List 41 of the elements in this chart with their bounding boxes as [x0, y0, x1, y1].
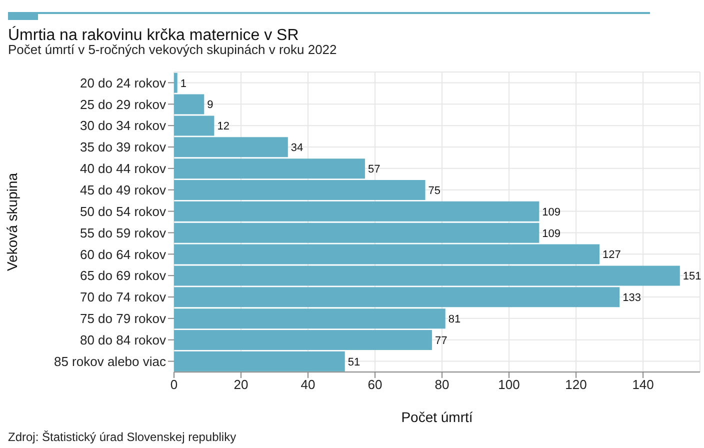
- data-label: 9: [207, 99, 214, 112]
- y-tick-label: 55 do 59 rokov: [80, 225, 166, 240]
- x-tick-label: 140: [632, 377, 654, 392]
- y-tick-label: 25 do 29 rokov: [80, 96, 166, 112]
- data-label: 51: [348, 356, 360, 368]
- x-tick-label: 80: [434, 377, 450, 392]
- data-label: 127: [602, 249, 621, 262]
- data-label: 1: [180, 78, 186, 90]
- y-tick-label: 60 do 64 rokov: [80, 246, 166, 262]
- data-label: 133: [622, 292, 641, 304]
- y-tick-label: 40 do 44 rokov: [80, 161, 166, 176]
- x-tick-label: 0: [170, 377, 178, 392]
- data-label: 81: [448, 313, 461, 326]
- y-tick-label: 20 do 24 rokov: [80, 75, 166, 90]
- y-tick-label: 70 do 74 rokov: [80, 290, 166, 305]
- x-tick-label: 120: [565, 377, 587, 392]
- data-label: 109: [542, 228, 561, 240]
- y-tick-label: 65 do 69 rokov: [80, 268, 166, 284]
- y-tick-label: 50 do 54 rokov: [80, 204, 166, 219]
- data-label: 75: [428, 184, 441, 197]
- y-tick-label: 45 do 49 rokov: [80, 182, 166, 198]
- x-tick-label: 100: [498, 377, 520, 392]
- y-tick-label: 35 do 39 rokov: [80, 140, 166, 155]
- data-label: 34: [290, 142, 304, 154]
- x-tick-label: 40: [300, 377, 316, 392]
- y-axis-title: Veková skupina: [4, 172, 20, 272]
- data-label: 12: [217, 120, 230, 133]
- y-tick-label: 75 do 79 rokov: [80, 311, 166, 326]
- x-tick-label: 60: [368, 377, 382, 392]
- chart-title: Úmrtia na rakovinu krčka maternice v SR: [8, 27, 299, 44]
- y-tick-label: 85 rokov alebo viac: [54, 354, 166, 369]
- chart-subtitle: Počet úmrtí v 5-ročných vekových skupinách v roku 2022: [8, 42, 337, 57]
- y-tick-label: 30 do 34 rokov: [80, 118, 166, 134]
- data-label: 77: [434, 334, 448, 347]
- text: Zdroj: Štatistický úrad Slovenskej republiky: [8, 430, 236, 444]
- y-tick-label: 80 do 84 rokov: [80, 332, 166, 348]
- x-axis-title: Počet úmrtí: [401, 409, 473, 425]
- data-label: 109: [542, 206, 561, 218]
- data-label: 57: [368, 163, 380, 176]
- x-tick-label: 20: [234, 377, 248, 392]
- data-label: 151: [682, 270, 702, 283]
